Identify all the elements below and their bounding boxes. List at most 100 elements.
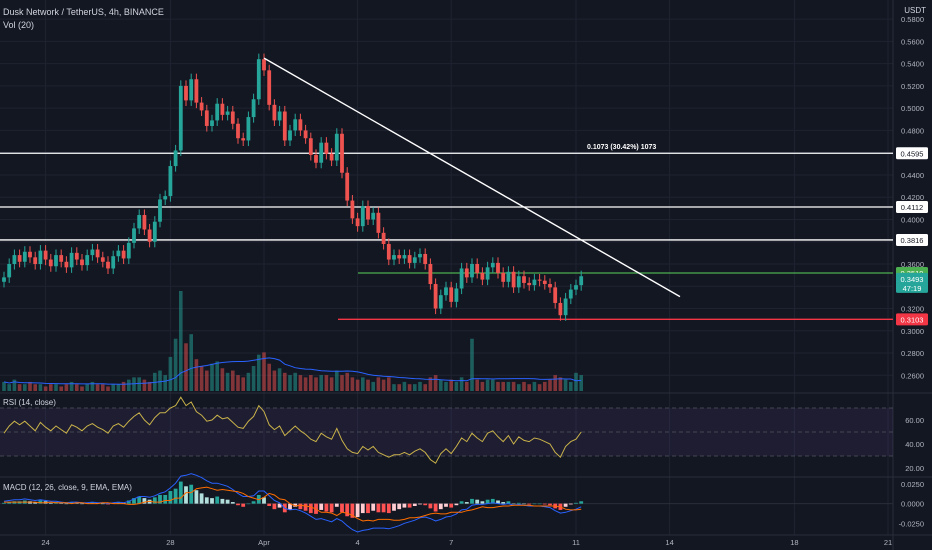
rsi-line: [3, 396, 582, 464]
level-price-tag-box: [896, 233, 928, 246]
volume-bar: [12, 379, 17, 391]
macd-indicator-label[interactable]: MACD (12, 26, close, 9, EMA, EMA): [3, 483, 132, 492]
macd-histogram-bar: [215, 496, 220, 504]
macd-histogram-bar: [277, 503, 282, 508]
candle-body: [22, 251, 27, 262]
volume-bar: [314, 377, 318, 391]
macd-histogram-bar: [80, 503, 84, 505]
candle-body: [220, 103, 225, 115]
macd-histogram-bar: [522, 503, 526, 505]
price-axis-tick-label: 0.4400: [901, 171, 924, 180]
volume-bar: [381, 379, 386, 391]
candle-body: [111, 256, 116, 269]
macd-histogram-bar: [360, 503, 365, 514]
volume-bar: [147, 381, 152, 391]
candle-body: [464, 268, 469, 278]
volume-bar: [59, 386, 63, 391]
macd-histogram-bar: [158, 494, 162, 504]
candle-body: [501, 272, 506, 282]
volume-bar: [257, 354, 261, 391]
candle-body: [308, 138, 313, 155]
candle-body: [64, 261, 69, 268]
volume-bar: [241, 377, 245, 391]
volume-bar: [454, 381, 459, 391]
candle-body: [319, 142, 324, 163]
macd-histogram-bar: [324, 503, 329, 512]
volume-bar: [459, 377, 464, 391]
macd-axis-tick-label: 0.0000: [901, 500, 924, 509]
candle-body: [152, 221, 157, 242]
volume-bar: [548, 379, 552, 391]
price-range-measure-label: 0.1073 (30.42%) 1073: [587, 144, 657, 151]
volume-bar: [2, 381, 6, 391]
volume-bar: [194, 359, 199, 391]
macd-histogram-bar: [220, 498, 225, 504]
currency-label[interactable]: USDT: [904, 6, 926, 15]
candle-body: [246, 117, 251, 141]
candle-body: [282, 111, 287, 141]
price-axis-tick-label: 0.3600: [901, 260, 924, 269]
candle-body: [553, 287, 558, 303]
volume-bar: [309, 375, 313, 391]
volume-bar: [563, 379, 568, 391]
candle-body: [334, 133, 339, 161]
candle-body: [173, 150, 178, 167]
volume-bar: [558, 377, 563, 391]
volume-bar: [189, 334, 193, 391]
volume-bar: [168, 356, 173, 391]
candle-body: [558, 302, 563, 316]
volume-bar: [199, 366, 204, 391]
candle-body: [132, 228, 136, 243]
candle-body: [548, 284, 552, 288]
volume-bar: [28, 381, 32, 391]
volume-bar: [527, 384, 531, 391]
macd-histogram-bar: [126, 500, 131, 504]
candle-body: [272, 104, 277, 121]
price-axis-tick-label: 0.5600: [901, 37, 924, 46]
volume-bar: [210, 363, 214, 391]
candle-body: [366, 206, 370, 220]
volume-bar: [423, 384, 427, 391]
macd-histogram-bar: [116, 502, 121, 504]
candle-body: [199, 102, 204, 111]
candle-body: [542, 280, 547, 285]
volume-bar: [553, 375, 557, 391]
candle-body: [210, 120, 214, 126]
volume-bar: [7, 384, 11, 391]
level-price-tag-box: [896, 313, 928, 326]
rsi-indicator-label[interactable]: RSI (14, close): [3, 398, 56, 407]
volume-bar: [236, 375, 240, 391]
macd-histogram-bar: [490, 498, 495, 504]
candle-body: [142, 215, 147, 230]
macd-histogram-bar: [433, 503, 438, 512]
volume-bar: [106, 386, 110, 391]
volume-bar: [17, 384, 22, 391]
candle-body: [126, 242, 131, 259]
price-axis-tick-label: 0.5400: [901, 60, 924, 69]
symbol-title[interactable]: Dusk Network / TetherUS, 4h, BINANCE: [3, 7, 164, 17]
candle-body: [33, 257, 38, 264]
volume-indicator-label[interactable]: Vol (20): [3, 20, 35, 30]
candle-body: [100, 257, 105, 262]
macd-signal-line: [4, 486, 582, 522]
macd-histogram-bar: [199, 493, 204, 504]
macd-histogram-bar: [100, 503, 105, 505]
macd-histogram-bar: [293, 503, 298, 507]
volume-bar: [298, 375, 303, 391]
macd-histogram-bar: [345, 503, 350, 517]
macd-histogram-bar: [475, 499, 480, 504]
candle-body: [184, 85, 188, 101]
macd-histogram-bar: [355, 503, 360, 518]
time-axis-label: Apr: [258, 538, 270, 547]
candle-body: [402, 255, 407, 259]
volume-bar: [283, 372, 287, 391]
macd-axis-tick-label: -0.0250: [899, 519, 924, 528]
macd-histogram-bar: [418, 503, 422, 505]
macd-histogram-bar: [350, 503, 355, 518]
volume-bar: [267, 363, 271, 391]
candle-body: [48, 259, 53, 267]
candle-body: [423, 253, 428, 264]
macd-histogram-bar: [449, 503, 454, 508]
macd-histogram-bar: [423, 503, 428, 506]
